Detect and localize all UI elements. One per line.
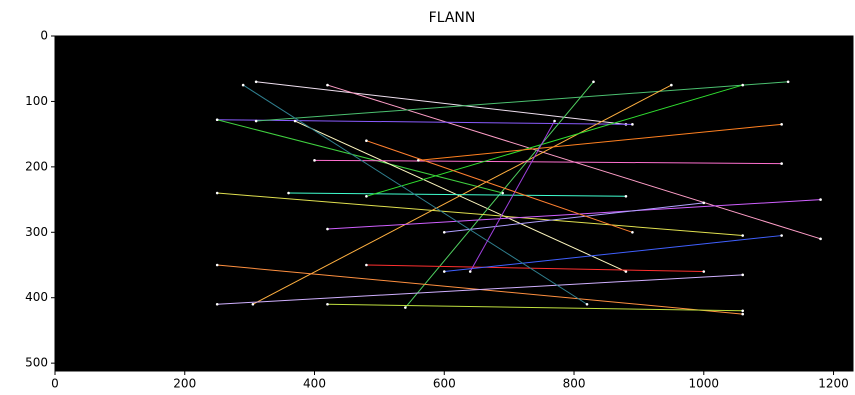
keypoint [741, 84, 744, 87]
keypoint [404, 306, 407, 309]
keypoint [326, 84, 329, 87]
y-tick-label: 200 [25, 159, 48, 173]
x-tick-label: 800 [563, 377, 586, 391]
keypoint [417, 159, 420, 162]
keypoint [326, 228, 329, 231]
keypoint [326, 303, 329, 306]
keypoint [631, 123, 634, 126]
keypoint [216, 264, 219, 267]
keypoint [741, 274, 744, 277]
keypoint [741, 313, 744, 316]
keypoint [702, 270, 705, 273]
keypoint [216, 118, 219, 121]
x-tick-label: 1200 [818, 377, 849, 391]
keypoint [365, 195, 368, 198]
y-tick-label: 300 [25, 225, 48, 239]
x-tick-label: 1000 [689, 377, 720, 391]
keypoint [670, 84, 673, 87]
keypoint [553, 120, 556, 123]
keypoint [592, 81, 595, 84]
x-tick-label: 400 [303, 377, 326, 391]
y-tick-label: 0 [40, 29, 48, 43]
keypoint [625, 270, 628, 273]
keypoint [242, 84, 245, 87]
keypoint [741, 310, 744, 313]
y-tick-label: 400 [25, 290, 48, 304]
x-tick-label: 600 [433, 377, 456, 391]
keypoint [741, 234, 744, 237]
chart-title: FLANN [429, 10, 476, 26]
keypoint [702, 202, 705, 205]
keypoint [780, 234, 783, 237]
keypoint [252, 303, 255, 306]
keypoint [787, 81, 790, 84]
keypoint [255, 81, 258, 84]
keypoint [443, 270, 446, 273]
keypoint [631, 231, 634, 234]
keypoint [443, 231, 446, 234]
keypoint [294, 120, 297, 123]
x-tick-label: 0 [51, 377, 59, 391]
keypoint [625, 195, 628, 198]
keypoint [780, 123, 783, 126]
keypoint [313, 159, 316, 162]
keypoint [819, 198, 822, 201]
keypoint [365, 139, 368, 142]
keypoint [216, 192, 219, 195]
keypoint [287, 192, 290, 195]
keypoint [469, 270, 472, 273]
y-tick-label: 100 [25, 94, 48, 108]
keypoint [780, 162, 783, 165]
y-tick-label: 500 [25, 356, 48, 370]
chart: FLANN 0 200 400 600 800 1000 1200 0 100 200 300 400… [0, 0, 855, 395]
keypoint [255, 120, 258, 123]
keypoint [819, 238, 822, 241]
x-tick-label: 200 [173, 377, 196, 391]
keypoint [216, 303, 219, 306]
keypoint [365, 264, 368, 267]
keypoint [586, 303, 589, 306]
